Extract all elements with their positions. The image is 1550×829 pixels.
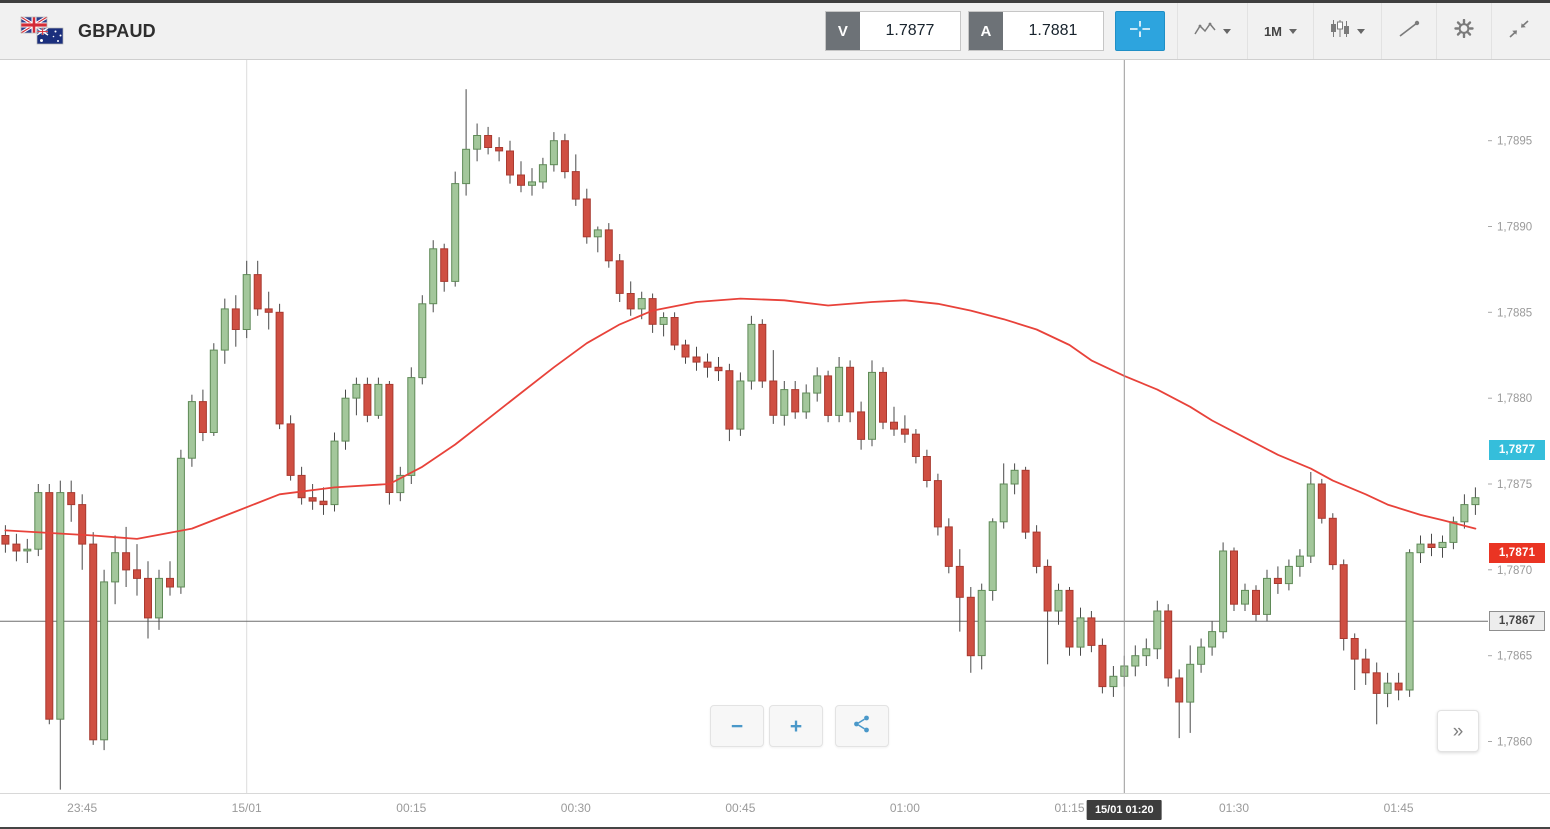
window-top-edge: [0, 0, 1550, 3]
instrument-title: GBPAUD: [78, 20, 156, 41]
chart-toolbar: GBPAUD V 1.7877 A 1.7881: [0, 3, 1550, 60]
crosshair-tool-button[interactable]: [1114, 11, 1165, 51]
chart-area[interactable]: [0, 60, 1488, 793]
zoom-controls: − +: [710, 705, 823, 747]
time-axis-label: 23:45: [67, 801, 98, 815]
plus-icon: +: [789, 714, 803, 738]
sell-letter-badge: V: [825, 12, 860, 50]
buy-price-value: 1.7881: [1028, 22, 1078, 39]
chevron-down-icon: [1289, 28, 1297, 34]
expand-panel-button[interactable]: »: [1437, 710, 1479, 752]
time-axis-label: 00:30: [560, 801, 591, 815]
sell-rate-price-tag: 1,7877: [1489, 439, 1545, 460]
zoom-out-button[interactable]: −: [710, 705, 764, 747]
crosshair-time-tag: 15/01 01:20: [1086, 800, 1162, 820]
buy-letter-badge: A: [968, 12, 1003, 50]
gear-icon: [1453, 18, 1475, 43]
share-button[interactable]: [835, 705, 889, 747]
time-axis-label: 00:45: [725, 801, 756, 815]
crosshair-icon: [1129, 19, 1151, 44]
last-price-tag: 1,7871: [1489, 542, 1545, 563]
chart-type-icon: [1194, 21, 1216, 42]
time-axis[interactable]: 23:45 15/01 00:15 00:30 00:45 01:00 01:15 01:30…: [0, 793, 1550, 828]
zoom-in-button[interactable]: +: [769, 705, 823, 747]
window-bottom-edge: [0, 827, 1550, 829]
indicator-trendline-icon: [1398, 20, 1420, 43]
australia-flag-icon: [36, 27, 64, 45]
collapse-chart-button[interactable]: [1491, 3, 1546, 59]
time-axis-label: 01:00: [889, 801, 920, 815]
double-chevron-right-icon: »: [1452, 720, 1464, 742]
timeframe-dropdown[interactable]: 1M: [1246, 3, 1313, 59]
timeframe-label: 1M: [1263, 23, 1282, 39]
settings-button[interactable]: [1436, 3, 1491, 59]
chart-type-dropdown[interactable]: [1176, 3, 1247, 59]
price-axis[interactable]: [1488, 60, 1550, 793]
minus-icon: −: [730, 714, 744, 738]
sell-price-value: 1.7877: [885, 22, 935, 39]
level-line-price-tag: 1,7867: [1489, 611, 1545, 632]
indicators-button[interactable]: [1381, 3, 1436, 59]
candlestick-style-icon: [1330, 19, 1350, 43]
collapse-arrows-icon: [1508, 19, 1530, 43]
time-axis-label: 00:15: [396, 801, 427, 815]
chevron-down-icon: [1222, 28, 1231, 34]
gbpaud-flags-icon: [20, 15, 66, 46]
candle-style-dropdown[interactable]: [1313, 3, 1381, 59]
time-axis-label: 15/01: [231, 801, 262, 815]
toolbar-right-cluster: V 1.7877 A 1.7881: [824, 3, 1550, 59]
chevron-down-icon: [1357, 28, 1365, 34]
sell-price-button[interactable]: V 1.7877: [824, 11, 961, 51]
share-icon: [852, 714, 872, 739]
time-axis-label: 01:45: [1383, 801, 1414, 815]
time-axis-label: 01:15: [1054, 801, 1085, 815]
time-axis-label: 01:30: [1218, 801, 1250, 815]
buy-price-button[interactable]: A 1.7881: [967, 11, 1104, 51]
